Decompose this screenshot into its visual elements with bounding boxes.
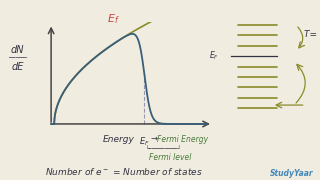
Text: T= 0k: T= 0k: [304, 30, 320, 39]
Text: StudyYaar: StudyYaar: [270, 169, 314, 178]
Text: Fermi level: Fermi level: [149, 153, 191, 162]
Text: $\rightarrow$: $\rightarrow$: [149, 134, 159, 143]
Text: Number of $e^-$ = Number of states: Number of $e^-$ = Number of states: [45, 166, 202, 177]
Text: ─────: ─────: [8, 56, 27, 61]
Text: └─────────┘: └─────────┘: [146, 147, 181, 152]
Text: dN: dN: [11, 45, 24, 55]
Text: dE: dE: [12, 62, 24, 72]
Text: $E_F$: $E_F$: [209, 50, 219, 62]
Text: $E_f$: $E_f$: [107, 13, 120, 26]
Text: Fermi Energy: Fermi Energy: [157, 135, 208, 144]
Text: $E_F$: $E_F$: [139, 135, 150, 147]
Text: Energy: Energy: [102, 135, 134, 144]
